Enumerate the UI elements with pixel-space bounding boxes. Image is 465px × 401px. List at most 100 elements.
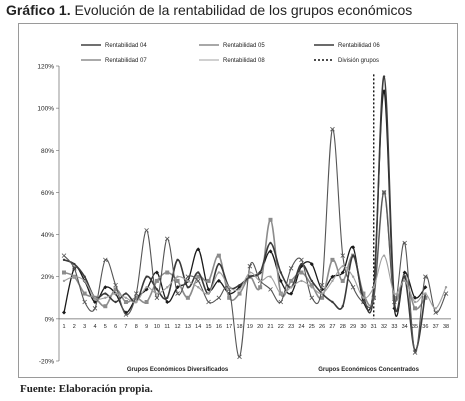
x-tick-label: 17 — [226, 324, 232, 330]
chart-title-bold: Gráfico 1. — [6, 2, 71, 18]
data-point — [62, 310, 66, 315]
data-point — [268, 249, 273, 254]
data-point — [330, 126, 335, 132]
x-tick-label: 9 — [145, 324, 148, 330]
x-tick-label: 12 — [175, 324, 181, 330]
data-point — [300, 279, 303, 283]
data-point — [403, 275, 406, 278]
data-point — [341, 305, 344, 308]
data-point — [227, 286, 231, 289]
x-tick-label: 16 — [216, 324, 222, 330]
data-point — [340, 278, 345, 283]
legend-label: Rentabilidad 06 — [338, 43, 380, 49]
y-tick-label: 80% — [41, 148, 54, 155]
x-tick-label: 1 — [62, 324, 65, 330]
data-point — [361, 291, 366, 296]
data-point — [351, 275, 355, 278]
x-tick-label: 24 — [298, 324, 304, 330]
data-point — [175, 291, 180, 296]
data-point — [424, 292, 427, 295]
x-tick-label: 28 — [340, 324, 346, 330]
data-point — [412, 350, 418, 355]
x-tick-label: 35 — [412, 324, 418, 330]
data-point — [62, 279, 66, 283]
data-point — [382, 75, 386, 78]
data-point — [330, 274, 335, 279]
data-point — [103, 285, 108, 290]
chart-frame: -20% 0% 20% 40% 60% 80% 100% 120% 1 2 3 4 5 6 7 8 9 10 11 1… — [18, 23, 458, 378]
data-point — [195, 278, 201, 284]
data-point — [61, 253, 67, 258]
data-point — [434, 307, 437, 310]
data-point — [238, 288, 241, 291]
data-point — [300, 262, 303, 266]
chart-title: Gráfico 1. Evolución de la rentabilidad … — [6, 2, 412, 18]
x-tick-label: 11 — [164, 324, 170, 330]
x-tick-label: 22 — [278, 324, 284, 330]
data-point — [403, 279, 406, 283]
data-point — [238, 283, 241, 287]
y-tick-label: -20% — [39, 359, 54, 366]
data-point — [176, 258, 179, 262]
data-point — [185, 295, 190, 300]
y-tick-label: 0% — [45, 316, 55, 323]
x-tick-label: 38 — [443, 324, 449, 330]
data-point — [197, 271, 200, 274]
legend-label: División grupos — [338, 58, 379, 64]
y-tick-label: 120% — [37, 64, 54, 71]
data-point — [402, 240, 407, 246]
x-tick-label: 8 — [135, 324, 138, 330]
x-tick-label: 13 — [185, 324, 191, 330]
data-point — [103, 257, 108, 263]
y-tick-label: 40% — [41, 232, 54, 239]
data-point — [216, 253, 221, 258]
data-point — [289, 291, 294, 296]
data-point — [175, 278, 180, 283]
data-point — [423, 285, 428, 290]
x-tick-label: 18 — [236, 324, 242, 330]
data-point — [258, 285, 263, 290]
y-tick-label: 100% — [37, 106, 54, 113]
data-point — [392, 299, 397, 305]
x-tick-label: 15 — [205, 324, 211, 330]
data-point — [93, 296, 97, 299]
x-tick-label: 33 — [391, 324, 397, 330]
data-point — [362, 296, 365, 299]
data-point — [248, 271, 252, 274]
data-point — [145, 275, 148, 278]
source-note: Fuente: Elaboración propia. — [20, 383, 153, 395]
data-point — [62, 258, 66, 262]
data-point — [330, 257, 335, 262]
data-point — [114, 300, 117, 304]
data-point — [350, 284, 356, 290]
data-point — [423, 274, 428, 279]
data-point — [340, 270, 345, 275]
data-point — [320, 292, 324, 295]
data-point — [145, 286, 148, 289]
x-tick-label: 37 — [433, 324, 439, 330]
data-point — [309, 262, 314, 267]
data-point — [351, 245, 356, 250]
group-label-diversified: Grupos Económicos Diversificados — [127, 367, 229, 373]
group-label-concentrated: Grupos Económicos Concentrados — [318, 367, 419, 373]
data-point — [443, 291, 449, 296]
data-point — [309, 283, 314, 288]
data-point — [144, 228, 149, 233]
x-tick-label: 27 — [329, 324, 335, 330]
data-point — [340, 253, 346, 258]
data-point — [62, 270, 66, 275]
x-tick-label: 20 — [257, 324, 263, 330]
data-point — [124, 296, 128, 299]
data-point — [113, 287, 118, 292]
data-point — [269, 275, 272, 278]
data-point — [73, 262, 76, 266]
x-tick-label: 10 — [154, 324, 160, 330]
data-point — [319, 282, 325, 288]
data-point — [123, 300, 128, 304]
data-point — [381, 190, 387, 195]
legend-label: Rentabilidad 04 — [105, 43, 147, 49]
x-tick-label: 2 — [73, 324, 76, 330]
data-point — [124, 292, 128, 295]
data-point — [73, 275, 76, 278]
data-point — [320, 295, 325, 300]
